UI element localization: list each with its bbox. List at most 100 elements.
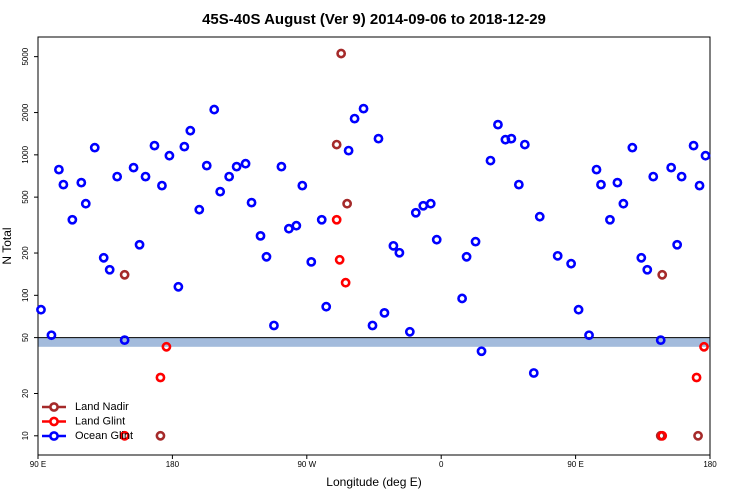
point bbox=[672, 239, 683, 250]
y-tick-label: 2000 bbox=[21, 103, 30, 121]
point bbox=[493, 119, 503, 130]
point bbox=[349, 113, 360, 124]
point bbox=[321, 301, 332, 312]
point bbox=[331, 214, 342, 225]
point bbox=[342, 198, 353, 209]
point bbox=[80, 198, 91, 209]
point bbox=[694, 180, 705, 191]
point bbox=[418, 200, 429, 211]
point bbox=[552, 250, 563, 261]
legend-label: Land Glint bbox=[75, 415, 125, 427]
point bbox=[596, 179, 606, 190]
point bbox=[209, 104, 220, 115]
point bbox=[246, 197, 257, 208]
x-tick-label: 90 W bbox=[297, 460, 316, 469]
point bbox=[676, 171, 687, 182]
point bbox=[276, 161, 287, 172]
point bbox=[358, 103, 369, 114]
legend-marker bbox=[49, 402, 59, 412]
point bbox=[627, 142, 638, 153]
point bbox=[431, 234, 442, 245]
point bbox=[334, 254, 345, 265]
point bbox=[112, 171, 123, 182]
x-tick-label: 180 bbox=[703, 460, 717, 469]
point bbox=[528, 368, 539, 378]
point bbox=[155, 372, 166, 383]
point bbox=[261, 251, 272, 262]
point bbox=[161, 341, 172, 352]
point bbox=[231, 161, 242, 172]
y-tick-label: 500 bbox=[21, 190, 30, 204]
x-tick-label: 0 bbox=[439, 460, 444, 469]
point bbox=[240, 158, 251, 169]
point bbox=[688, 140, 699, 151]
point bbox=[470, 236, 481, 247]
point bbox=[457, 293, 468, 304]
point bbox=[379, 307, 390, 318]
point bbox=[255, 230, 266, 241]
point bbox=[388, 240, 399, 251]
point bbox=[89, 142, 100, 153]
point bbox=[506, 133, 517, 144]
point bbox=[425, 198, 436, 209]
x-tick-label: 90 E bbox=[30, 460, 46, 469]
point bbox=[534, 211, 545, 222]
point bbox=[699, 341, 709, 352]
point bbox=[657, 430, 668, 441]
point bbox=[666, 162, 677, 173]
y-axis-label: N Total bbox=[0, 227, 14, 264]
point bbox=[691, 372, 702, 383]
point bbox=[201, 160, 212, 171]
point bbox=[76, 177, 87, 188]
point bbox=[655, 335, 666, 345]
point bbox=[394, 247, 405, 258]
point bbox=[185, 125, 196, 136]
point bbox=[316, 214, 327, 225]
y-tick-label: 20 bbox=[21, 389, 30, 398]
point bbox=[485, 155, 496, 166]
point bbox=[164, 150, 175, 161]
point bbox=[140, 171, 151, 182]
point bbox=[618, 198, 629, 209]
point bbox=[648, 171, 659, 182]
point bbox=[340, 277, 351, 288]
point bbox=[155, 430, 166, 441]
point bbox=[46, 330, 57, 341]
point bbox=[410, 207, 421, 218]
point bbox=[605, 214, 615, 225]
chart-title: 45S-40S August (Ver 9) 2014-09-06 to 201… bbox=[202, 11, 546, 28]
point bbox=[149, 140, 160, 151]
point bbox=[283, 223, 294, 234]
x-axis-label: Longitude (deg E) bbox=[326, 475, 421, 489]
y-tick-label: 50 bbox=[21, 333, 30, 342]
point bbox=[179, 141, 190, 152]
point bbox=[54, 164, 64, 175]
point bbox=[119, 335, 130, 345]
point bbox=[67, 214, 78, 225]
legend-label: Ocean Glint bbox=[75, 430, 133, 442]
point bbox=[700, 150, 711, 161]
point bbox=[404, 326, 415, 337]
point bbox=[373, 133, 384, 144]
point bbox=[367, 320, 378, 331]
point bbox=[642, 264, 653, 275]
point bbox=[36, 304, 46, 315]
point bbox=[297, 180, 308, 191]
point bbox=[343, 145, 354, 156]
point bbox=[461, 251, 472, 262]
point bbox=[119, 430, 130, 441]
x-tick-label: 90 E bbox=[567, 460, 583, 469]
point bbox=[269, 320, 279, 331]
point bbox=[693, 430, 703, 441]
legend-label: Land Nadir bbox=[75, 401, 129, 413]
point bbox=[58, 179, 69, 190]
point bbox=[306, 256, 317, 267]
legend-marker bbox=[49, 416, 59, 427]
point bbox=[215, 186, 226, 197]
point bbox=[331, 139, 342, 150]
point bbox=[173, 281, 184, 292]
point bbox=[98, 252, 109, 263]
y-tick-label: 5000 bbox=[21, 47, 30, 65]
point bbox=[612, 177, 623, 188]
